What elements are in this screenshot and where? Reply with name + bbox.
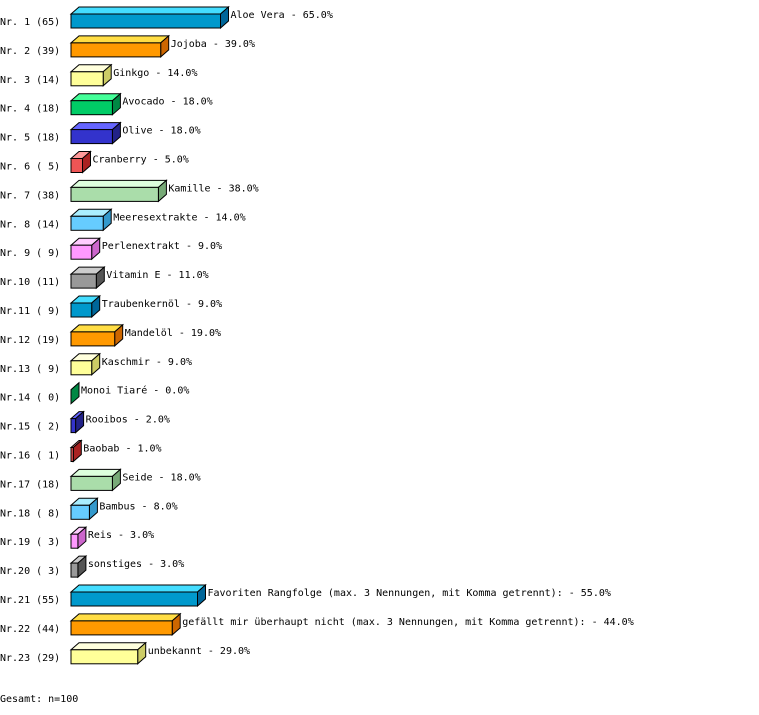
category-label: Nr.21 (55) bbox=[0, 595, 60, 606]
category-label: Nr.15 ( 2) bbox=[0, 422, 60, 433]
bar-side bbox=[72, 439, 82, 463]
bar-top bbox=[69, 584, 207, 593]
bar bbox=[70, 71, 104, 87]
value-label: Traubenkernöl - 9.0% bbox=[102, 299, 222, 310]
bar-top bbox=[69, 6, 230, 15]
value-label: Rooibos - 2.0% bbox=[86, 415, 170, 426]
value-label: Baobab - 1.0% bbox=[83, 444, 161, 455]
category-label: Nr. 6 ( 5) bbox=[0, 162, 60, 173]
value-label: Monoi Tiaré - 0.0% bbox=[81, 385, 189, 397]
category-label: Nr.11 ( 9) bbox=[0, 306, 60, 317]
bar bbox=[70, 562, 79, 578]
value-label: Seide - 18.0% bbox=[122, 472, 200, 483]
bar-top bbox=[69, 179, 168, 188]
bar-side bbox=[70, 381, 80, 405]
bar bbox=[70, 447, 74, 462]
bar-top bbox=[69, 642, 148, 651]
bar bbox=[70, 533, 79, 549]
bar bbox=[70, 273, 97, 289]
value-label: Meeresextrakte - 14.0% bbox=[113, 212, 245, 223]
bar bbox=[70, 418, 77, 434]
category-label: Nr.22 (44) bbox=[0, 624, 60, 635]
value-label: Olive - 18.0% bbox=[122, 126, 200, 137]
bar bbox=[70, 215, 104, 231]
bar bbox=[70, 620, 173, 636]
category-label: Nr. 5 (18) bbox=[0, 133, 60, 144]
category-label: Nr. 9 ( 9) bbox=[0, 248, 60, 259]
category-label: Nr.14 ( 0) bbox=[0, 393, 60, 404]
category-label: Nr. 1 (65) bbox=[0, 17, 60, 28]
bar bbox=[70, 475, 113, 491]
bar bbox=[70, 504, 90, 520]
value-label: Ginkgo - 14.0% bbox=[113, 68, 197, 79]
bar bbox=[70, 13, 221, 29]
value-label: Reis - 3.0% bbox=[88, 530, 154, 541]
bar bbox=[70, 360, 93, 376]
bar bbox=[70, 158, 83, 173]
category-label: Nr. 4 (18) bbox=[0, 104, 60, 115]
bar bbox=[70, 591, 198, 607]
value-label: Kaschmir - 9.0% bbox=[102, 357, 192, 368]
category-label: Nr.19 ( 3) bbox=[0, 537, 60, 548]
bar-top bbox=[69, 35, 171, 44]
category-label: Nr. 8 (14) bbox=[0, 219, 60, 230]
value-label: Vitamin E - 11.0% bbox=[106, 270, 208, 281]
category-label: Nr. 7 (38) bbox=[0, 190, 60, 201]
bar bbox=[70, 649, 139, 665]
bar-top bbox=[69, 324, 125, 333]
bar-top bbox=[69, 613, 182, 622]
value-label: Jojoba - 39.0% bbox=[171, 39, 255, 50]
category-label: Nr.12 (19) bbox=[0, 335, 60, 346]
bar bbox=[70, 186, 159, 202]
bar bbox=[70, 302, 93, 318]
category-label: Nr.17 (18) bbox=[0, 479, 60, 490]
category-label: Nr. 2 (39) bbox=[0, 46, 60, 57]
value-label: Avocado - 18.0% bbox=[122, 97, 212, 108]
category-label: Nr.18 ( 8) bbox=[0, 508, 60, 519]
bar bbox=[70, 42, 162, 58]
total-label: Gesamt: n=100 bbox=[0, 694, 78, 705]
value-label: Bambus - 8.0% bbox=[99, 501, 177, 512]
value-label: sonstiges - 3.0% bbox=[88, 559, 184, 570]
value-label: Cranberry - 5.0% bbox=[93, 155, 189, 166]
category-label: Nr.13 ( 9) bbox=[0, 364, 60, 375]
bar bbox=[70, 100, 113, 116]
category-label: Nr.16 ( 1) bbox=[0, 451, 60, 462]
value-label: Favoriten Rangfolge (max. 3 Nennungen, m… bbox=[208, 588, 611, 599]
value-label: Kamille - 38.0% bbox=[168, 183, 258, 194]
value-label: Perlenextrakt - 9.0% bbox=[102, 241, 222, 252]
category-label: Nr. 3 (14) bbox=[0, 75, 60, 86]
bar bbox=[70, 244, 93, 260]
bar bbox=[70, 331, 116, 347]
category-label: Nr.20 ( 3) bbox=[0, 566, 60, 577]
value-label: Mandelöl - 19.0% bbox=[125, 328, 221, 339]
value-label: unbekannt - 29.0% bbox=[148, 646, 250, 657]
category-label: Nr.23 (29) bbox=[0, 653, 60, 664]
value-label: Aloe Vera - 65.0% bbox=[231, 10, 333, 21]
bar bbox=[70, 129, 113, 145]
category-label: Nr.10 (11) bbox=[0, 277, 60, 288]
value-label: gefällt mir überhaupt nicht (max. 3 Nenn… bbox=[182, 617, 634, 628]
